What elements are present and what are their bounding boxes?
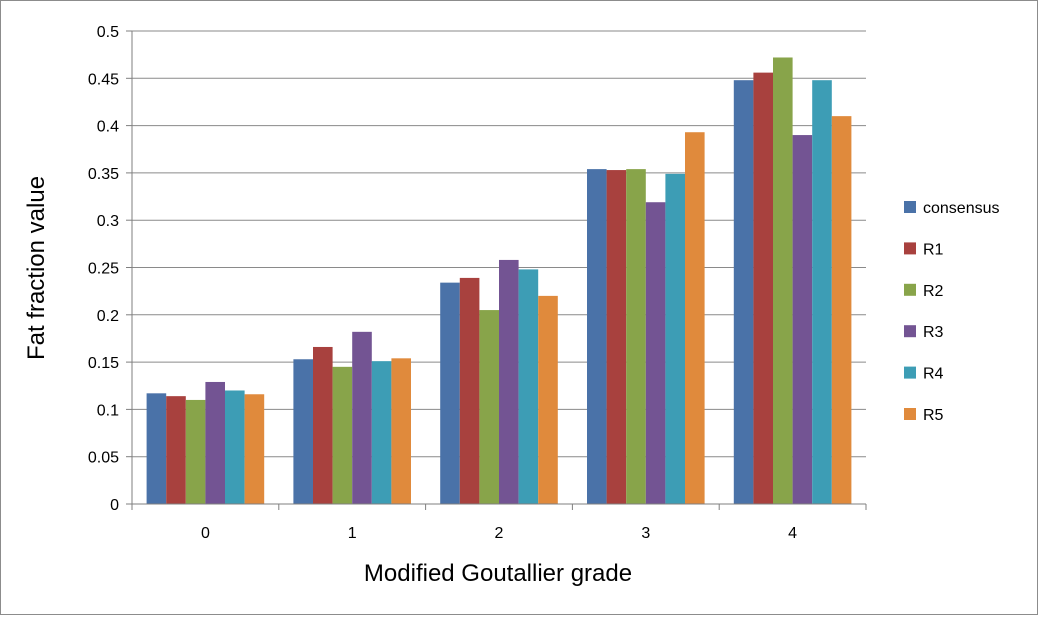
y-tick-label: 0.05 [88, 450, 119, 467]
bar-R3-grade-0 [205, 381, 225, 504]
bar-R1-grade-4 [753, 72, 773, 505]
bar-R1-grade-1 [313, 346, 333, 504]
y-tick-label: 0.25 [88, 261, 119, 278]
bar-R3-grade-4 [792, 135, 813, 504]
bar-R2-grade-1 [332, 366, 353, 504]
legend-label-R3: R3 [923, 324, 944, 341]
y-tick-label: 0.2 [97, 308, 119, 325]
legend-swatch-R5 [904, 408, 916, 420]
x-tick-label: 3 [641, 525, 650, 542]
x-tick-label: 1 [348, 525, 357, 542]
bar-R5-grade-0 [244, 394, 265, 504]
y-tick-label: 0.45 [88, 71, 119, 88]
bar-consensus-grade-4 [733, 80, 754, 504]
legend-label-R2: R2 [923, 283, 944, 300]
y-tick-label: 0.15 [88, 355, 119, 372]
bar-R3-grade-3 [645, 202, 666, 504]
y-tick-labels: 0 0.05 0.1 0.15 0.2 0.25 0.3 0.35 0.4 0.45 0.5 [88, 24, 119, 514]
bar-R5-grade-1 [391, 358, 411, 504]
y-tick-label: 0 [110, 497, 119, 514]
y-tick-label: 0.3 [97, 213, 119, 230]
legend-label-R4: R4 [923, 366, 944, 383]
bar-R5-grade-4 [831, 116, 852, 504]
bar-R2-grade-4 [773, 57, 793, 504]
x-tick-label: 4 [788, 525, 797, 542]
bar-R1-grade-3 [606, 170, 627, 504]
legend: consensus R1 R2 R3 R4 R5 [904, 200, 1000, 424]
legend-swatch-R1 [904, 242, 916, 255]
y-tick-label: 0.5 [97, 24, 119, 41]
bar-R4-grade-0 [225, 390, 245, 504]
bar-R4-grade-4 [812, 80, 832, 504]
bar-R5-grade-3 [685, 132, 705, 505]
bar-R2-grade-2 [479, 310, 499, 504]
bar-consensus-grade-1 [293, 359, 313, 504]
legend-swatch-R2 [904, 283, 916, 296]
bar-R2-grade-3 [626, 169, 646, 504]
axes [126, 30, 867, 510]
y-axis-label: Fat fraction value [23, 176, 50, 360]
legend-swatch-R3 [904, 325, 916, 338]
bar-R3-grade-2 [499, 259, 519, 504]
x-tick-labels: 0 1 2 3 4 [201, 525, 797, 542]
bar-R4-grade-1 [371, 361, 392, 504]
x-tick-label: 2 [495, 525, 504, 542]
bars [146, 57, 852, 505]
bar-consensus-grade-0 [146, 393, 167, 504]
bar-consensus-grade-3 [587, 169, 607, 504]
bar-R1-grade-0 [166, 396, 186, 504]
legend-label-consensus: consensus [923, 200, 1000, 217]
x-tick-label: 0 [201, 525, 210, 542]
x-axis-label: Modified Goutallier grade [364, 560, 632, 587]
bar-R4-grade-3 [665, 173, 685, 504]
bar-R2-grade-0 [185, 399, 206, 504]
bar-R5-grade-2 [538, 295, 558, 504]
legend-label-R1: R1 [923, 241, 944, 258]
bar-R1-grade-2 [459, 277, 480, 504]
y-tick-label: 0.1 [97, 402, 119, 419]
bar-consensus-grade-2 [440, 282, 460, 504]
bar-R4-grade-2 [518, 269, 539, 504]
y-tick-label: 0.4 [97, 119, 119, 136]
y-tick-label: 0.35 [88, 166, 119, 183]
bar-R3-grade-1 [352, 331, 372, 504]
legend-swatch-consensus [904, 201, 916, 213]
legend-label-R5: R5 [923, 407, 944, 424]
legend-swatch-R4 [904, 366, 916, 379]
